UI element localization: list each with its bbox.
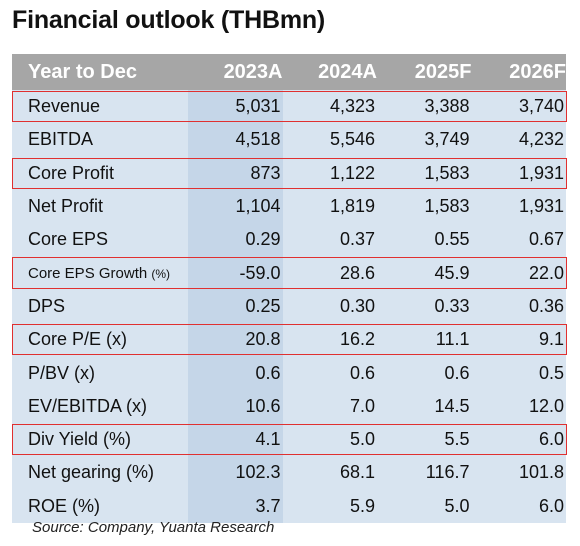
table-cell: 12.0	[528, 395, 564, 416]
row-label: Core P/E (x)	[28, 329, 128, 350]
row-label: Core Profit	[28, 162, 115, 183]
table-cell: 3,740	[518, 96, 564, 117]
row-label-text: Core EPS Growth	[28, 264, 148, 282]
row-label: EV/EBITDA (x)	[28, 395, 148, 416]
table-cell: 1,122	[329, 162, 375, 183]
table-cell: 1,104	[188, 189, 283, 224]
row-label: P/BV (x)	[28, 362, 96, 383]
table-cell: 4,323	[329, 96, 375, 117]
table-cell: 5.0	[444, 495, 470, 516]
row-label: Core EPS	[28, 229, 109, 250]
table-cell: 5,031	[188, 90, 283, 124]
table-cell: 5.0	[349, 429, 375, 450]
header-year: 2023A	[188, 54, 283, 90]
table-cell: 1,931	[518, 162, 564, 183]
row-label: Net gearing (%)	[28, 462, 155, 483]
table-cell: 22.0	[528, 262, 564, 283]
table-cell: 9.1	[538, 329, 564, 350]
header-year: 2025F	[414, 60, 472, 83]
table-row: EBITDA 4,518 5,546 3,749 4,232	[12, 123, 566, 157]
table-cell: 16.2	[339, 329, 375, 350]
table-cell: 5.9	[349, 495, 375, 516]
table-cell: 0.6	[444, 362, 470, 383]
header-label: Year to Dec	[28, 60, 137, 83]
row-label: Revenue	[28, 96, 101, 117]
table-cell: 0.37	[339, 229, 375, 250]
table-row: DPS 0.25 0.30 0.33 0.36	[12, 289, 566, 324]
table-row: Net Profit 1,104 1,819 1,583 1,931	[12, 189, 566, 224]
table-cell: 68.1	[339, 462, 375, 483]
table-row: EV/EBITDA (x) 10.6 7.0 14.5 12.0	[12, 389, 566, 423]
table-cell: 116.7	[425, 462, 470, 483]
row-label: ROE (%)	[28, 495, 100, 516]
table-cell: 0.6	[188, 356, 283, 390]
table-cell: 7.0	[349, 395, 375, 416]
table-cell: 4,232	[518, 129, 564, 150]
table-cell: 0.67	[528, 229, 564, 250]
table-cell: 5.5	[444, 429, 470, 450]
table-cell: 3,749	[424, 129, 470, 150]
table-row: P/BV (x) 0.6 0.6 0.6 0.5	[12, 356, 566, 390]
table-row: ROE (%) 3.7 5.9 5.0 6.0	[12, 489, 566, 523]
table-row: Revenue 5,031 4,323 3,388 3,740	[12, 90, 567, 124]
row-label-unit: (%)	[151, 266, 171, 281]
table-row: Core P/E (x) 20.8 16.2 11.1 9.1	[12, 323, 567, 357]
table-cell: 45.9	[434, 262, 470, 283]
table-row: Net gearing (%) 102.3 68.1 116.7 101.8	[12, 456, 566, 490]
table-cell: 20.8	[188, 323, 283, 357]
row-label: Div Yield (%)	[28, 429, 132, 450]
row-label: Core EPS Growth (%)	[12, 265, 188, 282]
source-note: Source: Company, Yuanta Research	[32, 519, 275, 536]
table-cell: 4,518	[188, 123, 283, 157]
table-cell: 0.36	[528, 295, 564, 316]
table-cell: 102.3	[188, 456, 283, 490]
table-row: Core Profit 873 1,122 1,583 1,931	[12, 156, 567, 190]
table-cell: 0.5	[538, 362, 564, 383]
table-cell: 11.1	[435, 329, 470, 350]
table-row: Div Yield (%) 4.1 5.0 5.5 6.0	[12, 422, 567, 457]
header-year: 2024A	[318, 60, 377, 83]
table-cell: 28.6	[339, 262, 375, 283]
row-label: EBITDA	[28, 129, 94, 150]
table-row: Core EPS 0.29 0.37 0.55 0.67	[12, 223, 566, 257]
table-cell: 4.1	[188, 422, 283, 457]
row-label: Net Profit	[28, 196, 104, 217]
table-cell: 873	[188, 156, 283, 190]
table-cell: 6.0	[538, 429, 564, 450]
table-cell: 3.7	[188, 489, 283, 523]
table-cell: 0.29	[188, 223, 283, 257]
table-cell: -59.0	[188, 256, 283, 290]
header-year: 2026F	[509, 60, 566, 83]
table-cell: 0.55	[434, 229, 470, 250]
table-cell: 101.8	[518, 462, 564, 483]
table-cell: 1,819	[329, 196, 375, 217]
table-cell: 0.30	[339, 295, 375, 316]
table-cell: 1,583	[424, 162, 470, 183]
table-header-row: Year to Dec 2023A 2024A 2025F 2026F	[12, 54, 566, 90]
table-cell: 6.0	[538, 495, 564, 516]
table-cell: 14.5	[434, 395, 470, 416]
row-label: DPS	[28, 295, 66, 316]
table-cell: 10.6	[188, 389, 283, 423]
table-cell: 0.25	[188, 289, 283, 324]
table-cell: 0.33	[434, 295, 470, 316]
table-cell: 3,388	[424, 96, 470, 117]
table-row: Core EPS Growth (%) -59.0 28.6 45.9 22.0	[12, 256, 567, 290]
financial-table: Year to Dec 2023A 2024A 2025F 2026F Reve…	[12, 54, 567, 523]
page-title: Financial outlook (THBmn)	[12, 6, 326, 34]
table-cell: 1,583	[424, 196, 470, 217]
table-cell: 5,546	[329, 129, 375, 150]
table-cell: 1,931	[518, 196, 564, 217]
table-cell: 0.6	[349, 362, 375, 383]
